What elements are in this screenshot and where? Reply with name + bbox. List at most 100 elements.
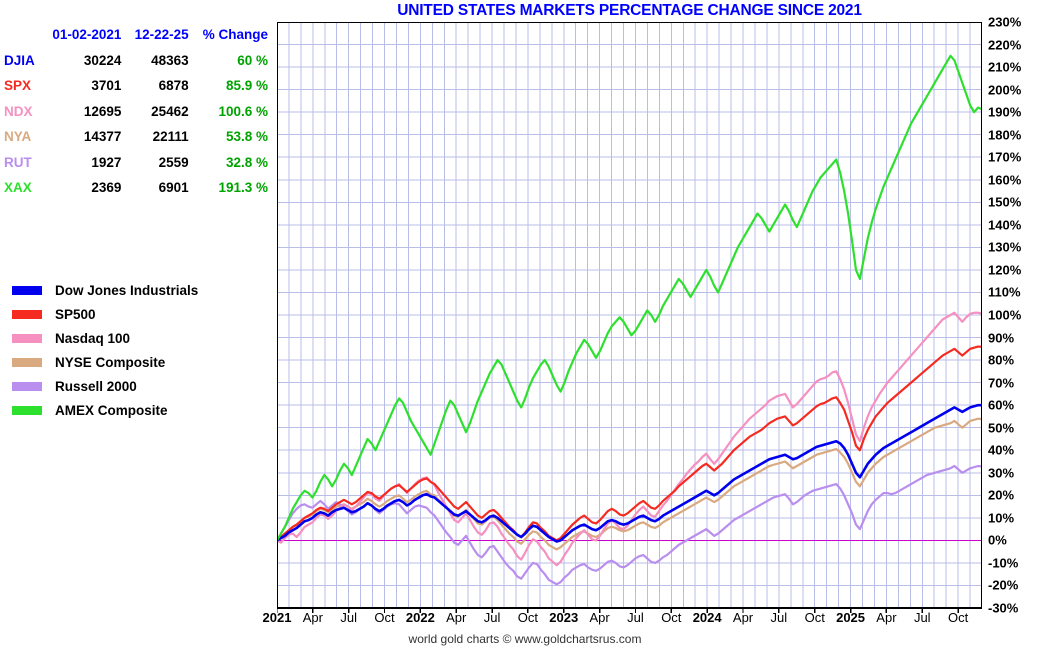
series-line-rut xyxy=(277,464,982,586)
x-tick-label: Jul xyxy=(483,610,501,625)
chart-svg xyxy=(277,22,982,613)
y-tick-label: 150% xyxy=(988,194,1022,210)
chart-legend: Dow Jones Industrials SP500 Nasdaq 100 NYSE… xyxy=(12,278,198,422)
x-axis-labels: 2021 Apr Jul Oct 2022 Apr Jul Oct 2023 Apr Jul Oct 2… xyxy=(263,610,982,630)
y-tick-label: 110% xyxy=(988,284,1021,300)
legend-item-nasdaq-100: Nasdaq 100 xyxy=(12,326,198,350)
y-axis-labels: 230% 220% 210% 200% 190% 180% 170% 160% 150% 140%… xyxy=(988,15,1048,616)
series-line-djia xyxy=(277,403,982,543)
end-value-cell: 6878 xyxy=(158,78,189,94)
legend-color-swatch xyxy=(12,333,42,343)
legend-color-swatch xyxy=(12,309,42,319)
pct-change-cell: 53.8 % xyxy=(225,129,268,145)
symbol-cell-xax: XAX xyxy=(4,180,32,196)
y-tick-label: 210% xyxy=(988,59,1022,75)
series-line-nya xyxy=(277,417,982,551)
table-row: NDX 12695 25462 100.6 % xyxy=(0,99,272,125)
x-tick-label: 2024 xyxy=(692,610,722,625)
chart-plot-area xyxy=(277,22,982,613)
series-lines xyxy=(277,54,982,586)
x-tick-label: Oct xyxy=(517,610,539,625)
start-value-cell: 1927 xyxy=(91,154,122,170)
legend-item-label: Russell 2000 xyxy=(55,378,137,394)
x-tick-label: 2023 xyxy=(549,610,579,625)
y-tick-label: 20% xyxy=(988,487,1015,503)
pct-change-cell: 100.6 % xyxy=(218,103,268,119)
summary-table-body: DJIA 30224 48363 60 % SPX 3701 6878 85.9 % NDX 12… xyxy=(0,48,272,201)
y-tick-label: 100% xyxy=(988,307,1022,323)
symbol-cell-ndx: NDX xyxy=(4,103,33,119)
y-tick-label: 120% xyxy=(988,262,1022,278)
pct-change-cell: 32.8 % xyxy=(225,154,268,170)
x-tick-label: 2025 xyxy=(836,610,866,625)
legend-item-label: SP500 xyxy=(55,306,96,322)
series-line-spx xyxy=(277,345,982,542)
chart-title: UNITED STATES MARKETS PERCENTAGE CHANGE … xyxy=(397,2,862,19)
legend-item-label: AMEX Composite xyxy=(55,402,168,418)
summary-table-element: 01-02-2021 12-22-25 % Change DJIA 30224 48… xyxy=(0,22,272,201)
x-tick-label: Jul xyxy=(770,610,788,625)
start-value-cell: 12695 xyxy=(83,103,122,119)
series-line-xax xyxy=(277,54,982,542)
summary-table-header-row: 01-02-2021 12-22-25 % Change xyxy=(0,22,272,48)
end-value-cell: 2559 xyxy=(158,154,189,170)
start-value-cell: 2369 xyxy=(91,180,122,196)
markets-summary-table: 01-02-2021 12-22-25 % Change DJIA 30224 48… xyxy=(0,22,272,201)
table-row: XAX 2369 6901 191.3 % xyxy=(0,175,272,201)
legend-item-dow-jones-industrials: Dow Jones Industrials xyxy=(12,278,198,302)
y-tick-label: 230% xyxy=(988,14,1022,30)
x-tick-label: 2021 xyxy=(262,610,292,625)
y-tick-label: 200% xyxy=(988,82,1022,98)
pct-change-cell: 191.3 % xyxy=(218,180,268,196)
end-value-cell: 22111 xyxy=(152,129,189,145)
axis-tick-marks xyxy=(277,608,959,613)
x-tick-label: 2022 xyxy=(405,610,435,625)
y-tick-label: 10% xyxy=(988,510,1015,526)
y-tick-label: 190% xyxy=(988,104,1022,120)
table-row: DJIA 30224 48363 60 % xyxy=(0,48,272,74)
footer-credit: world gold charts © www.goldchartsrus.co… xyxy=(408,632,642,646)
end-value-cell: 25462 xyxy=(151,103,189,119)
legend-color-swatch xyxy=(12,357,42,367)
y-tick-label: 170% xyxy=(988,149,1022,165)
legend-item-label: NYSE Composite xyxy=(55,354,166,370)
x-tick-label: Oct xyxy=(374,610,395,625)
end-value-cell: 6901 xyxy=(158,180,189,196)
x-tick-label: Jul xyxy=(627,610,644,625)
y-tick-label: 70% xyxy=(988,375,1015,391)
y-tick-label: 40% xyxy=(988,442,1015,458)
y-tick-label: 0% xyxy=(988,532,1007,548)
y-tick-label: 180% xyxy=(988,127,1022,143)
y-tick-label: 220% xyxy=(988,37,1022,53)
x-tick-label: Apr xyxy=(876,610,897,625)
series-line-ndx xyxy=(277,311,982,567)
start-value-cell: 30224 xyxy=(83,52,122,68)
legend-item-russell-2000: Russell 2000 xyxy=(12,374,198,398)
x-tick-label: Oct xyxy=(947,610,969,625)
x-tick-label: Apr xyxy=(732,610,754,625)
summary-header-end-date: 12-22-25 xyxy=(134,27,189,43)
table-row: SPX 3701 6878 85.9 % xyxy=(0,73,272,99)
legend-item-label: Dow Jones Industrials xyxy=(55,282,199,298)
legend-item-amex-composite: AMEX Composite xyxy=(12,398,198,422)
pct-change-cell: 85.9 % xyxy=(225,78,268,94)
y-tick-label: 80% xyxy=(988,352,1015,368)
legend-item-sp500: SP500 xyxy=(12,302,198,326)
symbol-cell-spx: SPX xyxy=(4,78,32,94)
x-tick-label: Oct xyxy=(661,610,682,625)
start-value-cell: 3701 xyxy=(91,78,122,94)
x-tick-label: Jul xyxy=(340,610,357,625)
legend-color-swatch xyxy=(12,381,42,391)
summary-header-symbol xyxy=(0,22,42,48)
plot-frame xyxy=(277,22,982,609)
symbol-cell-nya: NYA xyxy=(4,129,32,145)
start-value-cell: 14377 xyxy=(83,129,122,145)
y-tick-label: 50% xyxy=(988,420,1015,436)
table-row: RUT 1927 2559 32.8 % xyxy=(0,150,272,176)
y-tick-label: 60% xyxy=(988,397,1015,413)
y-tick-label: 90% xyxy=(988,330,1015,346)
x-tick-label: Apr xyxy=(589,610,610,625)
symbol-cell-rut: RUT xyxy=(4,154,32,170)
x-tick-label: Apr xyxy=(446,610,467,625)
table-row: NYA 14377 22111 53.8 % xyxy=(0,124,272,150)
